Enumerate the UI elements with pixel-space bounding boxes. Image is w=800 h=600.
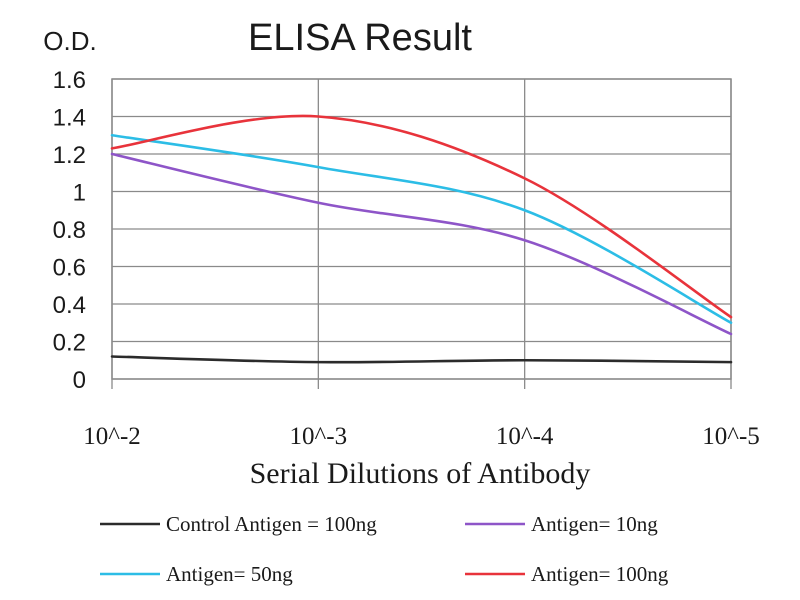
y-tick-label: 0.6 (53, 255, 86, 282)
y-tick-label: 1.6 (53, 67, 86, 94)
series-line-control-antigen-100ng (110, 355, 733, 364)
legend-label: Antigen= 10ng (531, 512, 658, 536)
series-line-antigen-50ng (110, 133, 733, 325)
x-axis-label: Serial Dilutions of Antibody (250, 457, 591, 490)
legend-label: Antigen= 50ng (166, 562, 293, 586)
legend-item: Antigen= 50ng (100, 562, 293, 586)
legend-item: Antigen= 100ng (465, 562, 669, 586)
y-tick-label: 0 (73, 367, 86, 394)
x-tick-label: 10^-4 (496, 423, 554, 450)
y-tick-label: 0.2 (53, 330, 86, 357)
legend: Control Antigen = 100ng Antigen= 10ng Anti… (100, 512, 669, 586)
x-tick-label: 10^-2 (83, 423, 141, 450)
series-line-antigen-100ng (110, 114, 733, 319)
x-tick-label: 10^-3 (290, 423, 348, 450)
tick-labels: 0 0.2 0.4 0.6 0.8 1 1.2 1.4 1.6 10^-2 10^-3 10^-4 10… (53, 67, 760, 450)
y-tick-label: 0.8 (53, 217, 86, 244)
x-tick-label: 10^-5 (702, 423, 760, 450)
y-tick-label: 1.4 (53, 105, 86, 132)
y-tick-label: 1 (73, 180, 86, 207)
legend-label: Antigen= 100ng (531, 562, 669, 586)
series-line-antigen-10ng (110, 152, 733, 336)
legend-item: Control Antigen = 100ng (100, 512, 377, 536)
y-tick-label: 0.4 (53, 292, 86, 319)
grid (111, 78, 732, 389)
y-tick-label: 1.2 (53, 142, 86, 169)
chart-title: ELISA Result (248, 17, 472, 59)
series-lines (110, 114, 733, 364)
legend-item: Antigen= 10ng (465, 512, 658, 536)
y-axis-label: O.D. (43, 26, 96, 56)
legend-label: Control Antigen = 100ng (166, 512, 377, 536)
